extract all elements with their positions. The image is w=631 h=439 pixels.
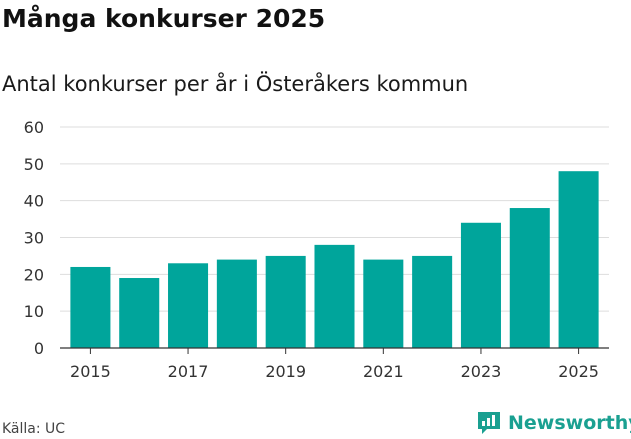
bar-chart-speech-bubble-icon xyxy=(478,412,500,434)
bar-2021 xyxy=(363,259,404,348)
brand-name: Newsworthy xyxy=(508,412,631,434)
y-tick-label-0: 0 xyxy=(34,339,44,358)
bar-2025 xyxy=(558,171,599,348)
bar-2015 xyxy=(70,266,111,348)
y-tick-label-10: 10 xyxy=(24,302,44,321)
bar-2020 xyxy=(314,244,355,348)
x-tick-label-2021: 2021 xyxy=(363,362,404,381)
chart-subtitle: Antal konkurser per år i Österåkers komm… xyxy=(2,72,469,96)
x-tick-label-2019: 2019 xyxy=(265,362,306,381)
bar-2022 xyxy=(412,255,453,348)
chart-title: Många konkurser 2025 xyxy=(2,4,326,33)
y-tick-label-40: 40 xyxy=(24,192,44,211)
x-tick-label-2015: 2015 xyxy=(70,362,111,381)
bar-2023 xyxy=(460,222,501,348)
y-tick-label-60: 60 xyxy=(24,118,44,137)
y-tick-label-20: 20 xyxy=(24,265,44,284)
bar-2016 xyxy=(119,278,160,348)
y-tick-label-50: 50 xyxy=(24,155,44,174)
x-tick-label-2023: 2023 xyxy=(461,362,502,381)
bar-2024 xyxy=(509,208,550,348)
y-tick-label-30: 30 xyxy=(24,229,44,248)
newsworthy-logo: Newsworthy xyxy=(476,409,631,437)
x-tick-label-2017: 2017 xyxy=(168,362,209,381)
bar-2018 xyxy=(216,259,257,348)
bar-2019 xyxy=(265,255,306,348)
bar-2017 xyxy=(168,263,209,348)
source-note: Källa: UC xyxy=(2,421,66,437)
x-tick-label-2025: 2025 xyxy=(558,362,599,381)
